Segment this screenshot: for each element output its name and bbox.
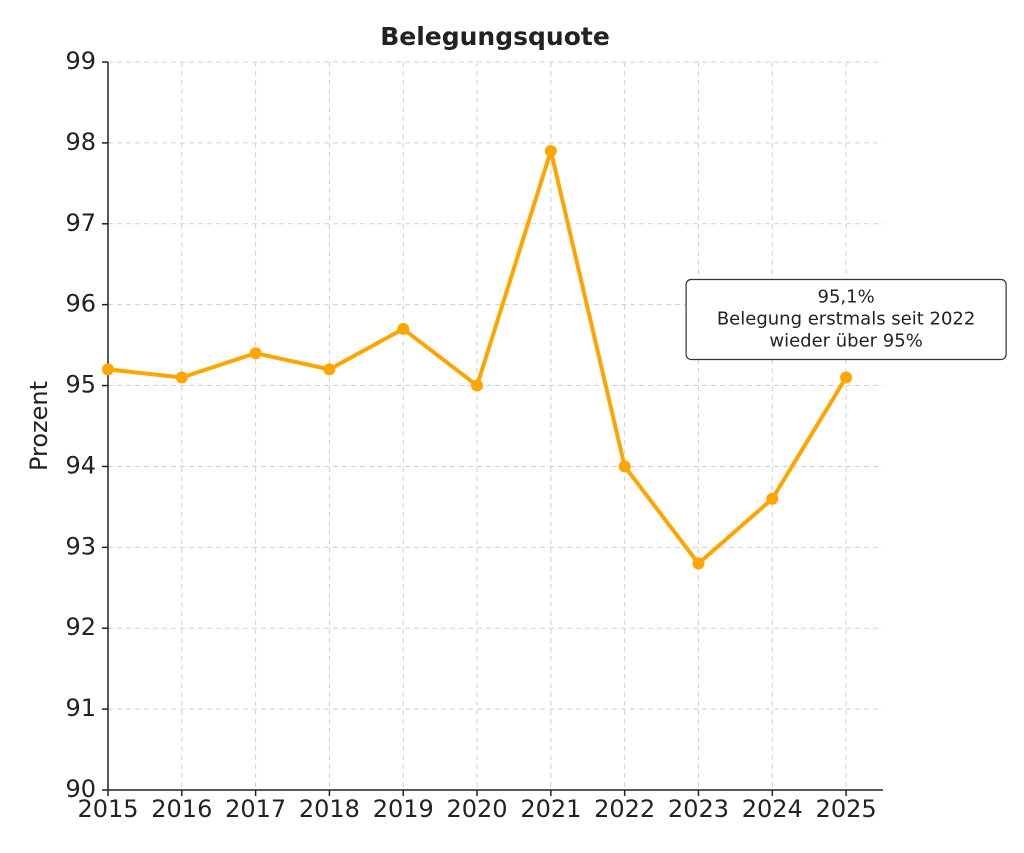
point [544, 144, 557, 157]
point [397, 322, 410, 335]
x-tick-label: 2016 [151, 795, 212, 823]
y-tick-label: 93 [65, 532, 96, 560]
point [471, 379, 484, 392]
point [102, 363, 114, 376]
x-tick-label: 2022 [594, 795, 655, 823]
y-tick-label: 96 [65, 290, 96, 318]
y-tick-label: 90 [65, 775, 96, 803]
point [249, 347, 262, 360]
y-tick-label: 98 [65, 128, 96, 156]
x-tick-label: 2017 [225, 795, 286, 823]
y-tick-label: 97 [65, 209, 96, 237]
point [323, 363, 336, 376]
chart-title: Belegungsquote [380, 22, 610, 51]
x-tick-label: 2025 [816, 795, 877, 823]
y-tick-label: 99 [65, 47, 96, 75]
annotation-box [685, 278, 1007, 361]
x-tick-label: 2019 [373, 795, 434, 823]
x-tick-label: 2018 [299, 795, 360, 823]
point [618, 460, 631, 473]
x-tick-label: 2021 [520, 795, 581, 823]
annotation-text: 95,1% [818, 286, 875, 307]
x-tick-label: 2023 [668, 795, 729, 823]
x-tick-label: 2024 [742, 795, 803, 823]
y-tick-label: 92 [65, 613, 96, 641]
point [840, 371, 853, 384]
annotation-text: Belegung erstmals seit 2022 [717, 308, 976, 329]
point [692, 557, 705, 570]
point [766, 492, 779, 505]
y-tick-label: 95 [65, 371, 96, 399]
point [175, 371, 188, 384]
x-tick-label: 2015 [77, 795, 138, 823]
y-tick-label: 94 [65, 451, 96, 479]
y-axis-label: Prozent [25, 381, 53, 471]
annotation-text: wieder über 95% [769, 330, 922, 351]
y-tick-label: 91 [65, 694, 96, 722]
x-tick-label: 2020 [447, 795, 508, 823]
